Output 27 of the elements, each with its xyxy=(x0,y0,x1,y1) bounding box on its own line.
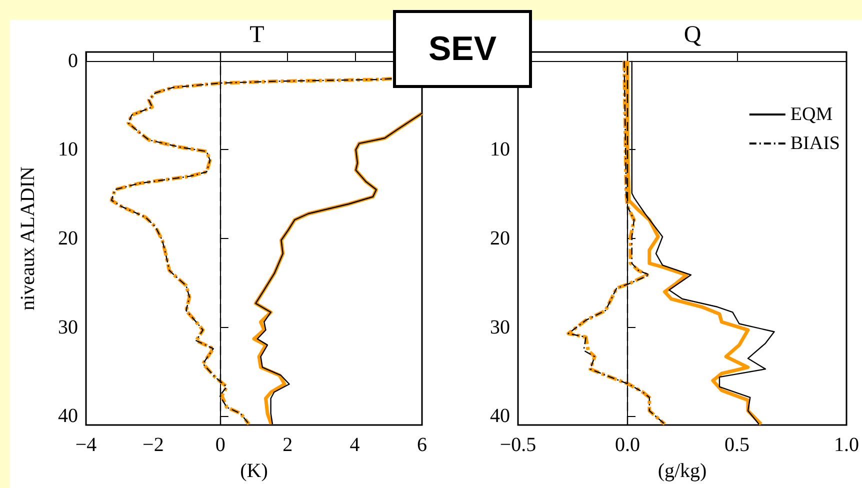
x-tick-label: 4 xyxy=(350,434,360,456)
x-axis-title: (g/kg) xyxy=(658,460,707,482)
legend-label: BIAIS xyxy=(790,133,840,154)
y-tick-label: 0 xyxy=(68,50,78,72)
y-tick-label: 20 xyxy=(58,228,78,250)
y-tick-label: 10 xyxy=(490,138,510,161)
x-tick-label: −4 xyxy=(75,434,97,456)
y-tick-label: 40 xyxy=(490,405,510,428)
x-tick-label: 0 xyxy=(215,434,226,456)
chart-title: Q xyxy=(684,22,702,48)
x-axis-title: (K) xyxy=(240,460,268,482)
x-tick-label: 2 xyxy=(282,434,293,456)
x-tick-label: −2 xyxy=(142,434,164,456)
x-tick-label: 0.5 xyxy=(724,434,750,456)
y-tick-label: 40 xyxy=(58,405,78,428)
x-tick-label: 6 xyxy=(417,434,427,456)
legend-label: EQM xyxy=(790,104,833,125)
y-tick-label: 20 xyxy=(490,228,510,250)
y-axis-title: niveaux ALADIN xyxy=(17,166,39,310)
chart-title: T xyxy=(250,22,265,48)
x-tick-label: 1.0 xyxy=(834,434,859,456)
text: SEV xyxy=(393,10,532,88)
y-tick-label: 30 xyxy=(490,316,510,338)
x-tick-label: −0.5 xyxy=(500,434,536,456)
x-tick-label: 0.0 xyxy=(615,434,640,456)
y-tick-label: 30 xyxy=(58,316,78,338)
y-tick-label: 10 xyxy=(58,138,78,161)
